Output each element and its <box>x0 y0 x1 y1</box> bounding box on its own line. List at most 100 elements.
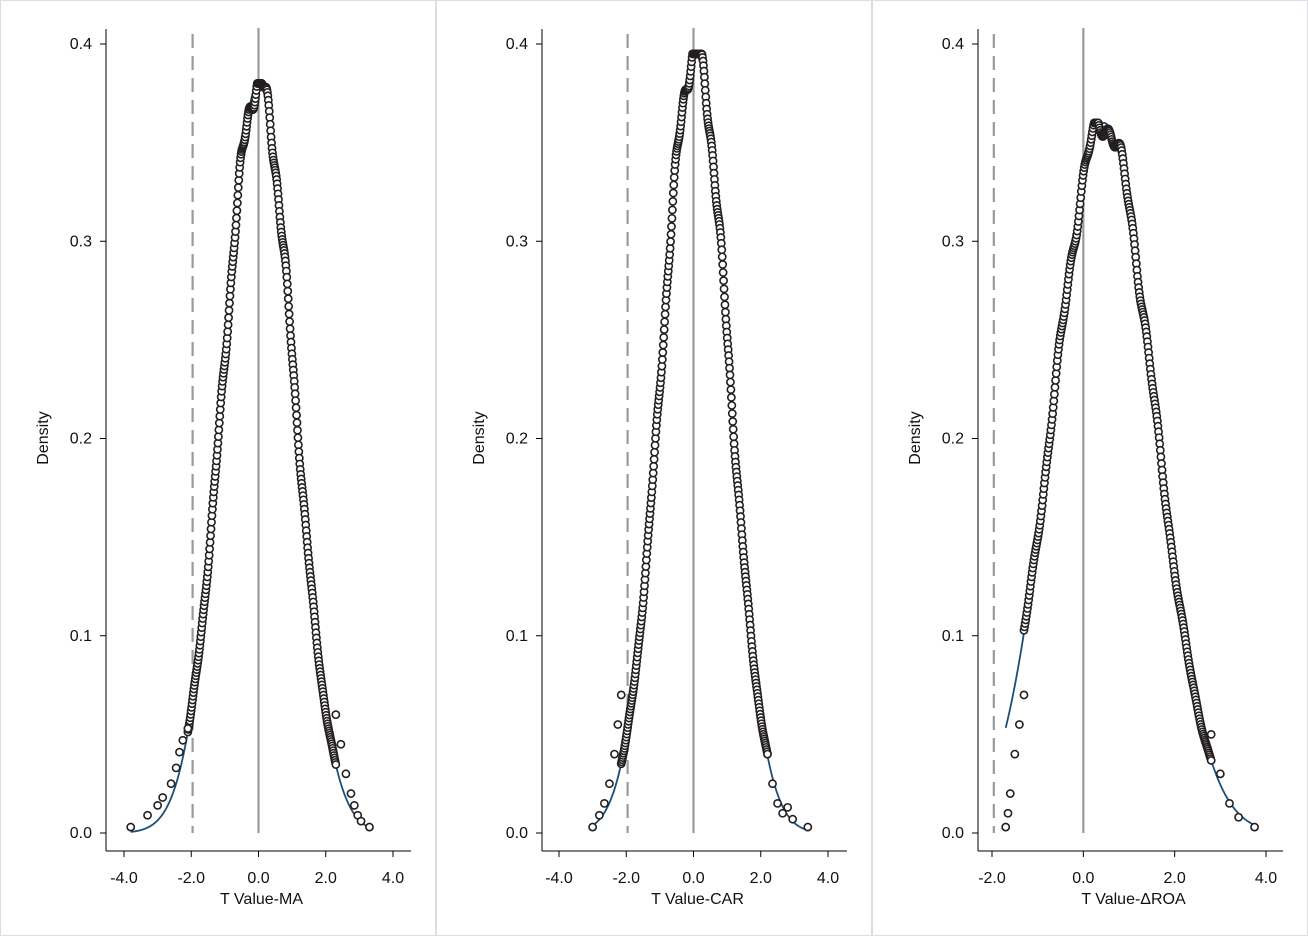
density-point <box>223 320 233 330</box>
density-point <box>719 284 729 294</box>
tail-density-point <box>158 793 168 802</box>
x-axis-title: T Value-CAR <box>651 891 744 908</box>
y-tick-label: 0.1 <box>506 628 528 645</box>
x-tick-label: -2.0 <box>612 870 640 887</box>
x-axis-title: T Value-MA <box>220 891 303 908</box>
density-point <box>284 309 294 319</box>
density-point <box>232 213 241 223</box>
density-point <box>232 206 242 216</box>
tail-density-point <box>1001 822 1011 832</box>
density-point <box>650 447 659 457</box>
density-point <box>725 370 735 380</box>
tail-density-point <box>616 690 626 700</box>
density-point <box>667 213 677 223</box>
y-tick-label: 0.2 <box>506 431 528 448</box>
x-tick-label: 0.0 <box>1072 870 1094 887</box>
y-axis-title: Density <box>35 411 52 464</box>
density-point <box>1049 389 1059 399</box>
panel-car: 0.0 0.1 0.2 0.3 0.4 -4.0 -2.0 0.0 2.0 4.0 T Value-… <box>436 0 872 936</box>
density-point <box>660 317 670 327</box>
density-point <box>231 220 241 230</box>
density-plot-droa: 0.0 0.1 0.2 0.3 0.4 -2.0 0.0 2.0 4.0 T Value-ΔROA… <box>907 28 1283 908</box>
y-tick-label: 0.0 <box>942 825 964 842</box>
density-point <box>667 222 676 231</box>
density-point <box>728 417 738 426</box>
density-point <box>720 300 730 310</box>
density-point <box>667 205 677 215</box>
density-point <box>225 298 234 308</box>
density-markers <box>126 79 374 832</box>
density-point <box>668 188 678 198</box>
tail-density-point <box>778 808 788 818</box>
x-tick-label: -4.0 <box>110 870 138 887</box>
y-tick-label: 0.1 <box>942 628 964 645</box>
density-point <box>285 317 294 326</box>
tail-density-point <box>610 749 619 759</box>
tail-density-point <box>1019 690 1029 700</box>
density-point <box>726 393 736 402</box>
tail-density-point <box>356 816 366 826</box>
density-point <box>331 760 341 769</box>
density-point <box>718 268 728 277</box>
density-point <box>728 424 738 434</box>
x-tick-label: 0.0 <box>682 870 704 887</box>
x-tick-label: 4.0 <box>382 870 404 887</box>
density-point <box>292 418 302 428</box>
tail-density-point <box>336 739 346 749</box>
tail-density-point <box>1250 822 1259 832</box>
tail-density-point <box>768 779 777 789</box>
tail-density-point <box>613 720 623 729</box>
density-point <box>1206 756 1216 765</box>
tail-density-point <box>175 747 184 757</box>
tail-density-point <box>183 724 193 733</box>
density-point <box>232 198 242 208</box>
y-axis-title: Density <box>471 411 488 464</box>
tail-density-point <box>773 799 782 808</box>
tail-density-point <box>1234 812 1243 822</box>
density-point <box>658 340 668 350</box>
x-tick-label: 0.0 <box>247 870 269 887</box>
density-point <box>718 260 728 269</box>
y-tick-label: 0.4 <box>942 36 964 53</box>
density-plot-car: 0.0 0.1 0.2 0.3 0.4 -4.0 -2.0 0.0 2.0 4.0 T Value-… <box>471 28 847 908</box>
tail-density-point <box>1005 789 1015 798</box>
y-tick-label: 0.2 <box>942 431 964 448</box>
x-tick-label: -4.0 <box>545 870 573 887</box>
tail-density-point <box>1003 808 1013 818</box>
density-point <box>233 183 243 192</box>
density-point <box>717 245 727 255</box>
density-point <box>659 332 669 342</box>
x-tick-label: -2.0 <box>978 870 1006 887</box>
fitted-normal-curve <box>592 52 809 832</box>
density-point <box>291 403 301 413</box>
tail-density-point <box>153 800 163 810</box>
density-point <box>233 190 243 200</box>
density-point <box>657 355 667 364</box>
tail-density-point <box>588 822 598 832</box>
tail-density-point <box>1010 749 1020 759</box>
tail-density-point <box>1206 729 1216 739</box>
x-tick-label: -2.0 <box>177 870 205 887</box>
y-tick-label: 0.1 <box>70 628 92 645</box>
y-tick-label: 0.3 <box>506 233 528 250</box>
x-tick-label: 4.0 <box>817 870 839 887</box>
density-point <box>283 294 293 304</box>
density-point <box>720 292 729 302</box>
tail-density-point <box>178 735 188 745</box>
density-point <box>284 301 294 311</box>
tail-density-point <box>803 822 813 832</box>
tail-density-point <box>594 810 604 820</box>
tail-density-point <box>1215 769 1225 779</box>
x-tick-label: 2.0 <box>315 870 337 887</box>
y-tick-label: 0.2 <box>70 431 92 448</box>
tail-density-point <box>783 802 793 812</box>
density-plot-ma: 0.0 0.1 0.2 0.3 0.4 -4.0 -2.0 0.0 2.0 4.0 T Value-… <box>35 28 411 908</box>
tail-density-point <box>1014 720 1024 729</box>
y-tick-label: 0.3 <box>70 233 92 250</box>
tail-density-point <box>171 763 181 773</box>
density-point <box>649 461 659 471</box>
x-tick-label: 4.0 <box>1255 870 1277 887</box>
tail-density-point <box>346 789 356 798</box>
x-axis-title: T Value-ΔROA <box>1081 891 1186 908</box>
